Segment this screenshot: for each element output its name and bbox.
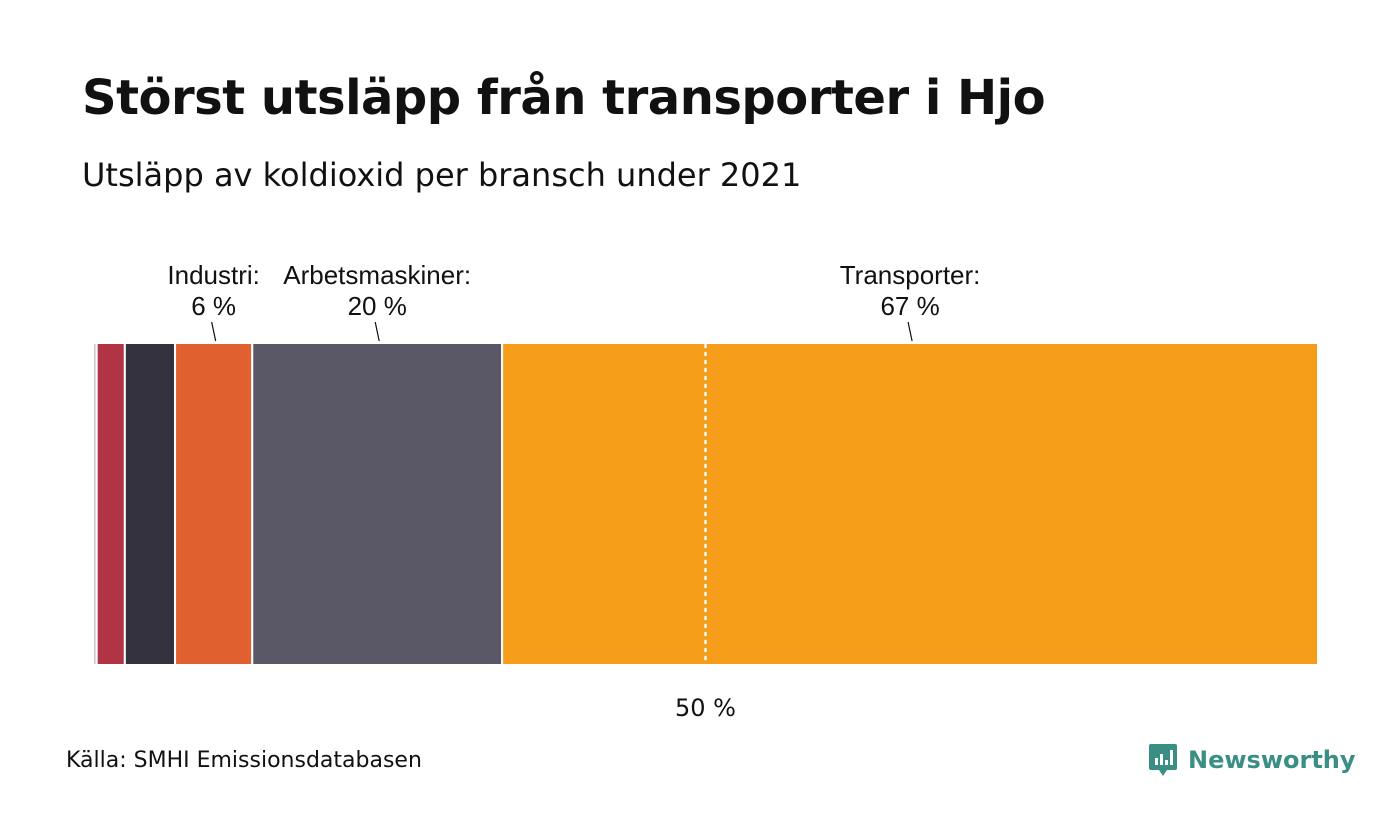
bar-segment (501, 342, 1319, 666)
segment-label-value: 6 % (191, 291, 236, 321)
source-note: Källa: SMHI Emissionsdatabasen (66, 748, 422, 773)
segment-label-value: 20 % (348, 291, 407, 321)
chart-bubble-icon (1149, 744, 1177, 776)
bar-segment (95, 342, 126, 666)
reference-line-label: 50 % (675, 694, 736, 722)
label-leader-line (907, 321, 913, 342)
segment-label-name: Transporter: (840, 260, 981, 290)
brand-logo: Newsworthy (1148, 742, 1356, 778)
segment-label-name: Arbetsmaskiner: (283, 260, 471, 290)
chart-title: Störst utsläpp från transporter i Hjo (82, 70, 1046, 126)
bar-segment (251, 342, 504, 666)
segment-label-value: 67 % (880, 291, 939, 321)
bar-segment (174, 342, 254, 666)
brand-name: Newsworthy (1188, 746, 1356, 774)
label-leader-line (374, 321, 380, 342)
chart-subtitle: Utsläpp av koldioxid per bransch under 2… (82, 156, 802, 194)
segment-label-name: Industri: (167, 260, 260, 290)
bar-segment (123, 342, 177, 666)
stacked-bar-chart: 50 % Industri:6 % Arbetsmaskiner:20 % Trans… (92, 260, 1319, 722)
label-leader-line (211, 321, 217, 342)
